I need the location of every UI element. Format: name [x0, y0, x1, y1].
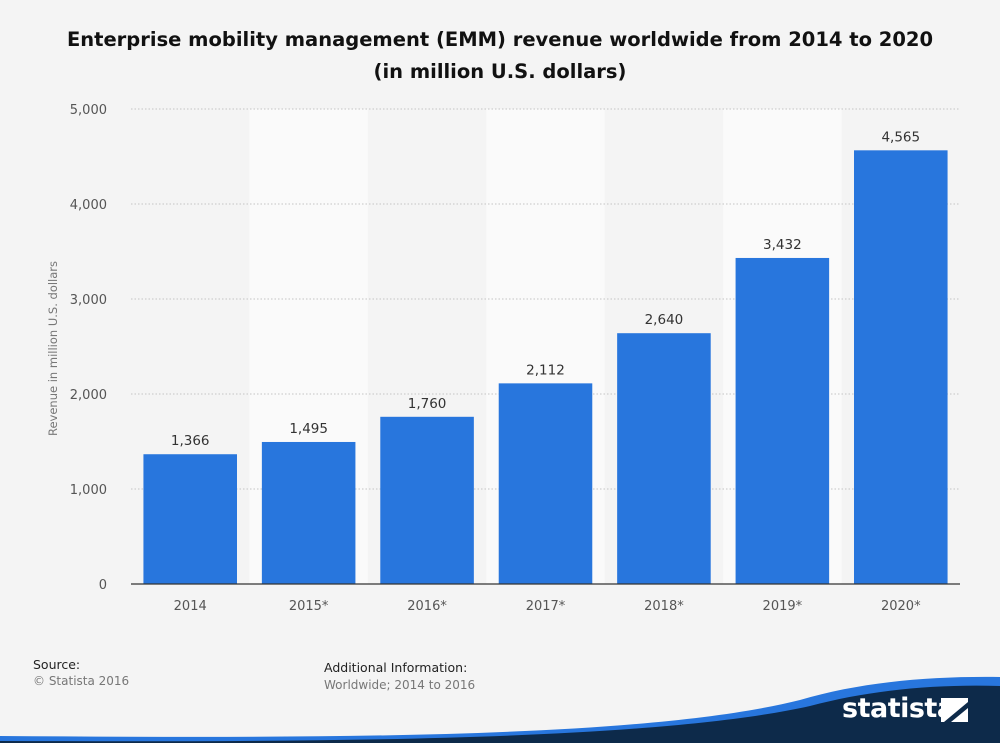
- bar-value-label: 3,432: [763, 237, 802, 253]
- chart-title: Enterprise mobility management (EMM) rev…: [66, 28, 934, 83]
- bar-value-label: 1,366: [171, 433, 210, 449]
- source-label: Source:: [33, 657, 81, 672]
- y-tick-label: 5,000: [70, 103, 107, 118]
- x-tick-label: 2014: [174, 599, 207, 614]
- x-tick-label: 2019*: [763, 599, 803, 614]
- bar-value-label: 2,112: [526, 362, 565, 378]
- x-tick-label: 2016*: [407, 599, 447, 614]
- x-tick-label: 2015*: [289, 599, 329, 614]
- bar-value-label: 2,640: [645, 312, 684, 328]
- additional-info-value: Worldwide; 2014 to 2016: [324, 678, 476, 692]
- statista-logo-text: statista: [842, 693, 955, 724]
- brand-band-dark: [0, 685, 1000, 743]
- y-axis-label: Revenue in million U.S. dollars: [46, 261, 60, 436]
- bar: [735, 257, 830, 584]
- bar-value-label: 1,760: [408, 396, 447, 412]
- y-tick-label: 1,000: [70, 483, 107, 498]
- bar: [380, 416, 474, 584]
- bar: [143, 454, 237, 584]
- bar: [498, 383, 593, 584]
- x-axis-ticks: 2014 2015* 2016* 2017* 2018* 2019* 2020*: [174, 599, 921, 614]
- y-tick-label: 4,000: [70, 198, 107, 213]
- y-tick-label: 0: [99, 578, 107, 593]
- bar-chart: 1,366 1,495 1,760 2,112 2,640 3,432 4,565 0 1,0…: [46, 103, 960, 614]
- additional-info-label: Additional Information:: [324, 660, 468, 675]
- source-value: © Statista 2016: [33, 674, 130, 688]
- y-tick-label: 2,000: [70, 388, 107, 403]
- y-axis-ticks: 0 1,000 2,000 3,000 4,000 5,000: [70, 103, 107, 593]
- bar: [261, 441, 356, 584]
- x-tick-label: 2017*: [526, 599, 566, 614]
- bars: 1,366 1,495 1,760 2,112 2,640 3,432 4,565: [143, 129, 948, 584]
- statista-logo-icon: [941, 698, 968, 722]
- bar-value-label: 4,565: [881, 129, 920, 145]
- x-tick-label: 2018*: [644, 599, 684, 614]
- bar: [617, 333, 711, 584]
- bar: [854, 150, 948, 584]
- y-tick-label: 3,000: [70, 293, 107, 308]
- x-tick-label: 2020*: [881, 599, 921, 614]
- bar-value-label: 1,495: [289, 421, 328, 437]
